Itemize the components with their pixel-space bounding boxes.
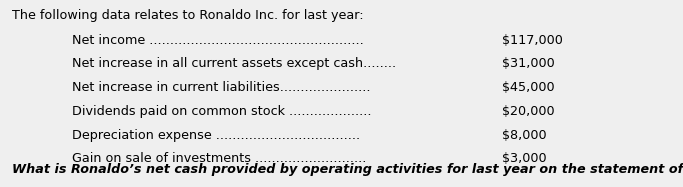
Text: $45,000: $45,000: [502, 81, 555, 94]
Text: Gain on sale of investments ...........................: Gain on sale of investments ............…: [72, 152, 366, 165]
Text: The following data relates to Ronaldo Inc. for last year:: The following data relates to Ronaldo In…: [12, 9, 364, 22]
Text: $8,000: $8,000: [502, 129, 546, 142]
Text: Net increase in current liabilities......................: Net increase in current liabilities.....…: [72, 81, 370, 94]
Text: Net increase in all current assets except cash........: Net increase in all current assets excep…: [72, 57, 396, 70]
Text: Depreciation expense ...................................: Depreciation expense ...................…: [72, 129, 360, 142]
Text: $3,000: $3,000: [502, 152, 546, 165]
Text: Net income ....................................................: Net income .............................…: [72, 34, 363, 47]
Text: Dividends paid on common stock ....................: Dividends paid on common stock .........…: [72, 105, 372, 118]
Text: What is Ronaldo’s net cash provided by operating activities for last year on the: What is Ronaldo’s net cash provided by o…: [12, 163, 683, 176]
Text: $117,000: $117,000: [502, 34, 563, 47]
Text: $31,000: $31,000: [502, 57, 555, 70]
Text: $20,000: $20,000: [502, 105, 555, 118]
